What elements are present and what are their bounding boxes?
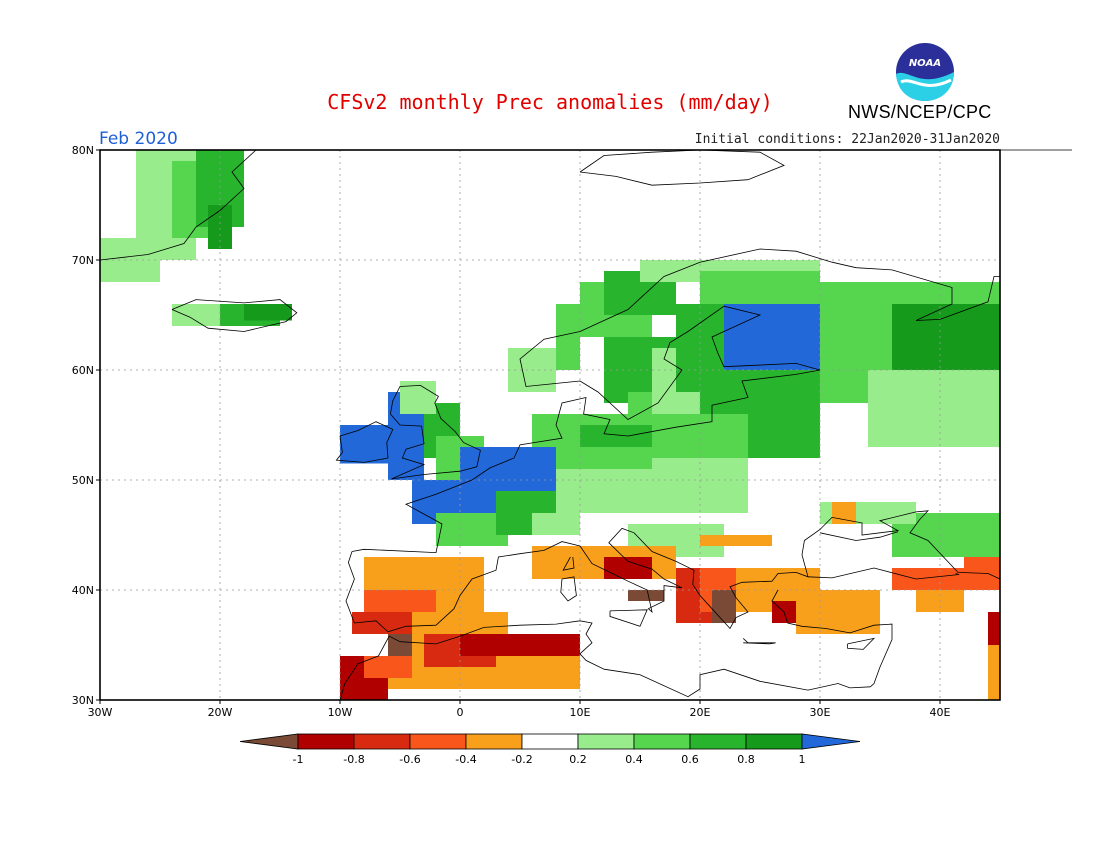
lat-tick-label: 60N	[72, 364, 94, 377]
coastline	[99, 149, 257, 261]
anomaly-cell	[988, 612, 1000, 645]
colorbar-label: -1	[293, 753, 304, 766]
coastline	[562, 556, 575, 571]
anomaly-cell	[604, 557, 652, 579]
coastline	[335, 421, 394, 463]
anomaly-cell	[556, 304, 580, 370]
anomaly-cell	[868, 370, 1000, 447]
anomaly-cell	[244, 304, 292, 321]
anomaly-cell	[832, 502, 856, 524]
colorbar-label: 0.2	[569, 753, 587, 766]
map-gridlines	[100, 150, 1000, 700]
colorbar-label: 0.6	[681, 753, 699, 766]
coastline	[771, 589, 893, 688]
colorbar-label: -0.4	[455, 753, 476, 766]
lat-tick-label: 50N	[72, 474, 94, 487]
lon-tick-label: 40E	[930, 706, 951, 719]
anomaly-cell	[892, 568, 964, 590]
initial-conditions: Initial conditions: 22Jan2020-31Jan2020	[694, 132, 1000, 147]
lon-tick-label: 10W	[328, 706, 353, 719]
colorbar-label: -0.6	[399, 753, 420, 766]
coastline	[847, 637, 876, 650]
colorbar-label: 0.8	[737, 753, 755, 766]
colorbar-label: -0.2	[511, 753, 532, 766]
anomaly-cell	[412, 612, 508, 634]
anomaly-cell	[700, 535, 772, 546]
anomaly-cell	[580, 425, 652, 447]
anomaly-cell	[172, 304, 220, 326]
axis-ticks: 30W 20W 10W 0 10E 20E 30E 40E 80N 70N 60N 50N 40N 30N	[72, 144, 951, 719]
anomaly-cell	[700, 271, 820, 304]
anomaly-cell	[892, 304, 1000, 370]
coastline	[579, 149, 785, 186]
map-frame	[99, 149, 1001, 701]
coastline	[560, 576, 577, 602]
forecast-period: Feb 2020	[99, 129, 178, 149]
lon-tick-label: 30E	[810, 706, 831, 719]
coastline	[609, 609, 648, 627]
lon-tick-label: 0	[457, 706, 464, 719]
coastline	[171, 299, 298, 332]
coastline	[742, 638, 776, 645]
anomaly-cell	[532, 513, 580, 535]
anomaly-cell	[352, 612, 424, 634]
lat-tick-label: 70N	[72, 254, 94, 267]
lon-tick-label: 20W	[208, 706, 233, 719]
lon-tick-label: 10E	[570, 706, 591, 719]
anomaly-cell	[712, 590, 736, 623]
coastline	[955, 573, 960, 575]
anomaly-cell	[364, 656, 412, 678]
noaa-logo: NOAA	[896, 43, 954, 101]
coastline	[807, 567, 959, 580]
lon-tick-label: 20E	[690, 706, 711, 719]
coastline	[819, 531, 899, 541]
anomaly-cells	[100, 150, 1000, 700]
map-title: CFSv2 monthly Prec anomalies (mm/day)	[327, 90, 773, 114]
coastline	[351, 248, 1000, 554]
colorbar-label: 0.4	[625, 753, 643, 766]
colorbar-label: -0.8	[343, 753, 364, 766]
colorbar-label: 1	[799, 753, 806, 766]
anomaly-cell	[460, 634, 580, 656]
lat-tick-label: 80N	[72, 144, 94, 157]
lon-tick-label: 30W	[88, 706, 113, 719]
coastline	[339, 620, 871, 701]
coastline	[389, 384, 481, 480]
coastline	[345, 510, 1001, 633]
coastlines	[99, 149, 1072, 701]
agency-label: NWS/NCEP/CPC	[848, 102, 992, 122]
anomaly-cell	[628, 590, 664, 601]
lat-tick-label: 40N	[72, 584, 94, 597]
lat-tick-label: 30N	[72, 694, 94, 707]
logo-text: NOAA	[909, 58, 941, 69]
anomaly-cell	[988, 645, 1000, 700]
precip-anomaly-map: 30W 20W 10W 0 10E 20E 30E 40E 80N 70N 60N 50N 40N 30N	[72, 144, 1072, 719]
anomaly-cell	[340, 425, 388, 464]
